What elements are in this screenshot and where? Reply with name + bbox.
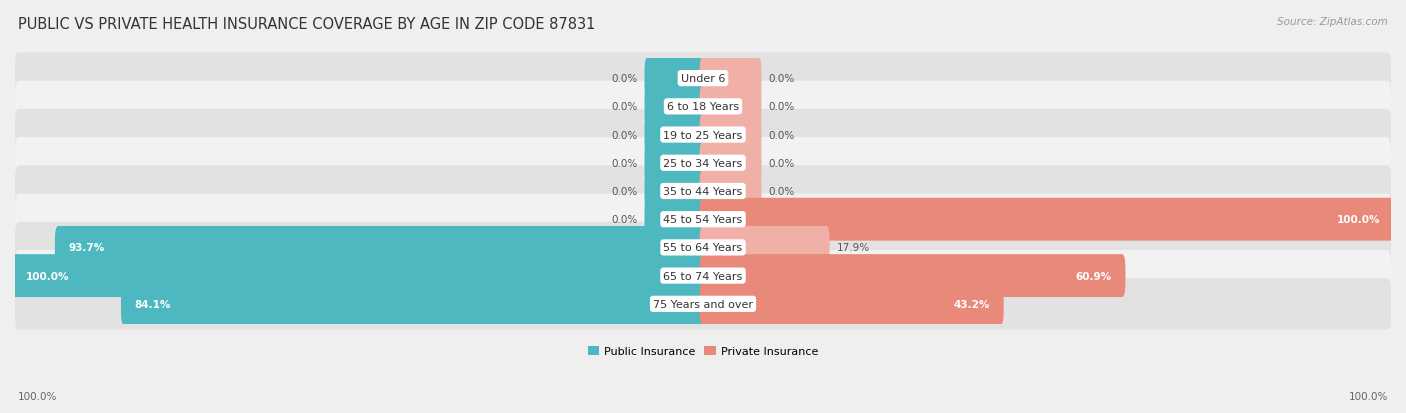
FancyBboxPatch shape: [644, 57, 706, 100]
FancyBboxPatch shape: [700, 142, 762, 185]
Text: 0.0%: 0.0%: [612, 130, 638, 140]
Text: 0.0%: 0.0%: [612, 158, 638, 169]
Text: 100.0%: 100.0%: [1348, 392, 1388, 401]
Text: 65 to 74 Years: 65 to 74 Years: [664, 271, 742, 281]
Text: 0.0%: 0.0%: [612, 102, 638, 112]
FancyBboxPatch shape: [15, 53, 1391, 104]
Text: 35 to 44 Years: 35 to 44 Years: [664, 187, 742, 197]
FancyBboxPatch shape: [15, 109, 1391, 161]
Text: 100.0%: 100.0%: [18, 392, 58, 401]
FancyBboxPatch shape: [15, 278, 1391, 330]
Text: 75 Years and over: 75 Years and over: [652, 299, 754, 309]
FancyBboxPatch shape: [15, 81, 1391, 133]
Text: 17.9%: 17.9%: [837, 243, 869, 253]
Text: 55 to 64 Years: 55 to 64 Years: [664, 243, 742, 253]
FancyBboxPatch shape: [55, 226, 706, 269]
FancyBboxPatch shape: [644, 198, 706, 241]
Text: 0.0%: 0.0%: [612, 74, 638, 84]
Text: 93.7%: 93.7%: [69, 243, 105, 253]
Text: Under 6: Under 6: [681, 74, 725, 84]
FancyBboxPatch shape: [700, 226, 830, 269]
FancyBboxPatch shape: [11, 254, 706, 297]
Text: 60.9%: 60.9%: [1076, 271, 1112, 281]
FancyBboxPatch shape: [700, 85, 762, 128]
Text: 6 to 18 Years: 6 to 18 Years: [666, 102, 740, 112]
Text: 43.2%: 43.2%: [953, 299, 990, 309]
FancyBboxPatch shape: [15, 222, 1391, 273]
Text: 45 to 54 Years: 45 to 54 Years: [664, 215, 742, 225]
Text: 19 to 25 Years: 19 to 25 Years: [664, 130, 742, 140]
FancyBboxPatch shape: [121, 282, 706, 325]
Text: 0.0%: 0.0%: [768, 130, 794, 140]
FancyBboxPatch shape: [644, 85, 706, 128]
FancyBboxPatch shape: [700, 114, 762, 157]
Text: 0.0%: 0.0%: [768, 102, 794, 112]
FancyBboxPatch shape: [700, 282, 1004, 325]
Text: 100.0%: 100.0%: [1337, 215, 1381, 225]
FancyBboxPatch shape: [700, 198, 1395, 241]
FancyBboxPatch shape: [644, 114, 706, 157]
FancyBboxPatch shape: [700, 57, 762, 100]
FancyBboxPatch shape: [15, 138, 1391, 189]
Text: 0.0%: 0.0%: [612, 187, 638, 197]
Text: Source: ZipAtlas.com: Source: ZipAtlas.com: [1277, 17, 1388, 26]
Text: 0.0%: 0.0%: [612, 215, 638, 225]
Text: 0.0%: 0.0%: [768, 158, 794, 169]
Text: PUBLIC VS PRIVATE HEALTH INSURANCE COVERAGE BY AGE IN ZIP CODE 87831: PUBLIC VS PRIVATE HEALTH INSURANCE COVER…: [18, 17, 596, 31]
FancyBboxPatch shape: [700, 170, 762, 213]
Legend: Public Insurance, Private Insurance: Public Insurance, Private Insurance: [583, 342, 823, 361]
FancyBboxPatch shape: [15, 166, 1391, 217]
Text: 0.0%: 0.0%: [768, 187, 794, 197]
Text: 0.0%: 0.0%: [768, 74, 794, 84]
FancyBboxPatch shape: [700, 254, 1125, 297]
Text: 84.1%: 84.1%: [135, 299, 172, 309]
FancyBboxPatch shape: [15, 250, 1391, 301]
FancyBboxPatch shape: [644, 170, 706, 213]
FancyBboxPatch shape: [15, 194, 1391, 245]
FancyBboxPatch shape: [644, 142, 706, 185]
Text: 100.0%: 100.0%: [25, 271, 69, 281]
Text: 25 to 34 Years: 25 to 34 Years: [664, 158, 742, 169]
